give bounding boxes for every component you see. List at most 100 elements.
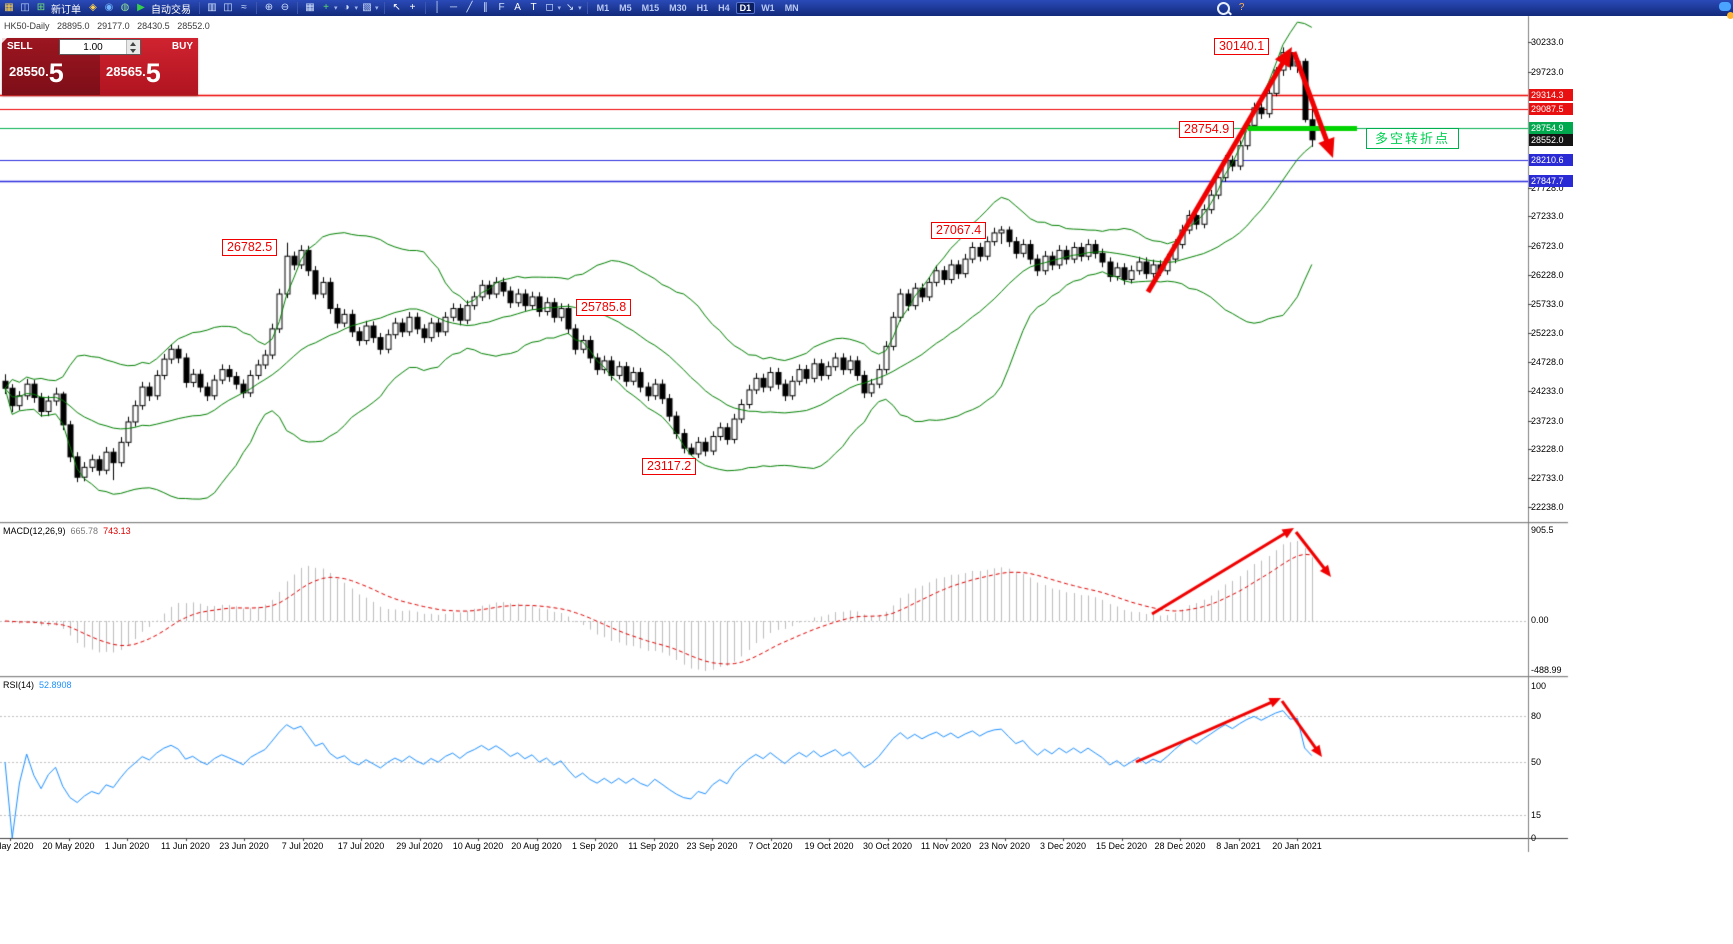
y-axis-tick: 22238.0 — [1531, 502, 1564, 512]
price-annotation[interactable]: 23117.2 — [642, 458, 697, 475]
one-click-trading-panel: SELL 28550.5 BUY 28565.5 — [1, 37, 198, 95]
text-label-icon[interactable]: T — [530, 2, 537, 13]
date-label: 29 Jul 2020 — [396, 841, 443, 851]
templates-icon[interactable]: ▧ — [362, 2, 372, 13]
date-label: 15 Dec 2020 — [1095, 841, 1148, 851]
price-level-tag: 29087.5 — [1529, 102, 1573, 115]
strategy-tester-icon[interactable]: ◍ — [120, 2, 130, 13]
date-label: 11 Sep 2020 — [628, 841, 679, 851]
auto-trading-icon[interactable]: ▶ — [137, 2, 145, 13]
window-scroll-pill[interactable] — [1719, 2, 1731, 11]
timeframe-m30-button[interactable]: M30 — [669, 3, 687, 13]
price-annotation[interactable]: 30140.1 — [1214, 38, 1270, 55]
current-price-tag: 28552.0 — [1529, 133, 1573, 146]
low-value: 28430.5 — [137, 21, 170, 31]
date-label: 17 Jul 2020 — [337, 841, 385, 851]
bar-chart-icon[interactable]: ▥ — [207, 2, 217, 13]
price-annotation[interactable]: 28754.9 — [1179, 121, 1235, 138]
indicators-icon-dropdown[interactable]: ▾ — [334, 5, 338, 12]
date-label: 23 Nov 2020 — [978, 841, 1031, 851]
indicators-icon[interactable]: + — [323, 2, 329, 13]
turning-point-note[interactable]: 多空转折点 — [1366, 128, 1460, 149]
timeframe-w1-button[interactable]: W1 — [761, 3, 775, 13]
expert-advisors-icon[interactable]: ◈ — [89, 2, 97, 13]
price-annotation[interactable]: 27067.4 — [931, 222, 987, 239]
timeframe-d1-button[interactable]: D1 — [735, 2, 756, 14]
macd-axis-tick: 0.00 — [1531, 615, 1549, 625]
channel-icon[interactable]: ∥ — [483, 2, 489, 13]
date-label: 1 Sep 2020 — [571, 841, 619, 851]
y-axis-tick: 30233.0 — [1531, 37, 1564, 47]
shapes-icon-dropdown[interactable]: ▾ — [557, 5, 562, 12]
price-annotation[interactable]: 26782.5 — [222, 239, 278, 256]
zoom-in-icon[interactable]: ⊕ — [264, 2, 274, 13]
new-order-icon[interactable]: ⊞ — [36, 2, 46, 13]
search-icon[interactable] — [1216, 2, 1230, 15]
auto-trading-label[interactable]: 自动交易 — [151, 4, 191, 16]
chart-ohlc-header: HK50-Daily 28895.0 29177.0 28430.5 28552… — [4, 21, 215, 31]
crosshair-icon[interactable]: + — [409, 2, 416, 13]
close-value: 28552.0 — [177, 21, 210, 31]
arrows-icon-dropdown[interactable]: ▾ — [578, 5, 582, 12]
buy-button[interactable]: BUY 28565.5 — [100, 38, 198, 95]
collapse-trade-panel-icon[interactable] — [1, 37, 8, 44]
volume-input[interactable] — [60, 40, 126, 54]
notification-icon[interactable] — [1727, 12, 1733, 19]
buy-label: BUY — [171, 41, 193, 52]
shapes-icon[interactable]: ◻ — [545, 2, 554, 13]
price-level-tag: 28754.9 — [1529, 121, 1573, 134]
y-axis-tick: 24728.0 — [1531, 357, 1564, 368]
vertical-line-icon[interactable]: │ — [434, 2, 441, 13]
symbol-period-label: HK50-Daily — [4, 21, 50, 31]
date-label: 20 May 2020 — [42, 841, 95, 851]
timeframe-m1-button[interactable]: M1 — [596, 3, 610, 13]
toolbar-separator — [424, 2, 426, 14]
new-chart-icon[interactable]: ▦ — [4, 2, 14, 13]
price-level-tag: 29314.3 — [1529, 89, 1573, 102]
volume-up-icon[interactable] — [127, 40, 140, 47]
text-icon[interactable]: A — [514, 2, 521, 13]
timeframe-m5-button[interactable]: M5 — [619, 3, 632, 13]
date-label: 1 Jun 2020 — [104, 841, 150, 851]
rsi-label: RSI(14) 52.8908 — [3, 680, 72, 690]
zoom-out-icon[interactable]: ⊖ — [280, 2, 290, 13]
candlestick-chart-icon[interactable]: ◫ — [223, 2, 233, 13]
buy-price: 28565.5 — [106, 58, 161, 88]
toolbar-separator — [586, 2, 588, 14]
open-value: 28895.0 — [57, 21, 90, 31]
periods-icon-dropdown[interactable]: ▾ — [354, 5, 359, 12]
rsi-value: 52.8908 — [39, 680, 72, 690]
data-window-icon[interactable]: ◉ — [104, 2, 114, 13]
date-label: 28 Dec 2020 — [1154, 841, 1206, 851]
price-annotation[interactable]: 25785.8 — [576, 299, 632, 316]
rsi-axis-tick: 15 — [1531, 810, 1542, 821]
arrows-icon[interactable]: ↘ — [565, 2, 575, 13]
timeframe-m15-button[interactable]: M15 — [641, 3, 660, 13]
tile-windows-icon[interactable]: ▦ — [305, 2, 315, 13]
chart-window-icon[interactable]: ◫ — [20, 2, 30, 13]
timeframe-h1-button[interactable]: H1 — [696, 3, 709, 13]
help-icon[interactable]: ? — [1238, 2, 1245, 13]
periods-icon[interactable]: ◑ — [343, 2, 350, 13]
high-value: 29177.0 — [97, 21, 130, 31]
cursor-icon[interactable]: ↖ — [392, 2, 401, 13]
date-label: 7 Jul 2020 — [281, 841, 324, 851]
date-label: 23 Sep 2020 — [686, 841, 738, 851]
fibonacci-icon[interactable]: F — [498, 2, 505, 13]
templates-icon-dropdown[interactable]: ▾ — [375, 5, 379, 12]
macd-axis-tick: 905.5 — [1531, 525, 1554, 535]
horizontal-line-icon[interactable]: ─ — [450, 2, 458, 13]
macd-signal-value: 743.13 — [103, 526, 131, 536]
volume-spinner[interactable] — [126, 40, 140, 54]
volume-box — [59, 39, 141, 55]
volume-down-icon[interactable] — [127, 47, 140, 54]
timeframe-h4-button[interactable]: H4 — [718, 3, 730, 13]
main-toolbar: ▦ ◫ ⊞ 新订单 ◈ ◉ ◍ ▶ 自动交易 ▥ ◫ ≈ ⊕ ⊖ ▦ + ▾ ◑ ▾ ▧ ▾ ↖ + │ ─ ╱ ∥ F A T ◻ ▾ ↘ ▾ M… — [0, 0, 1733, 16]
line-chart-icon[interactable]: ≈ — [241, 2, 247, 13]
y-axis-tick: 23228.0 — [1531, 444, 1564, 455]
trendline-icon[interactable]: ╱ — [466, 2, 473, 13]
timeframe-mn-button[interactable]: MN — [784, 3, 799, 13]
new-order-label[interactable]: 新订单 — [51, 4, 81, 16]
